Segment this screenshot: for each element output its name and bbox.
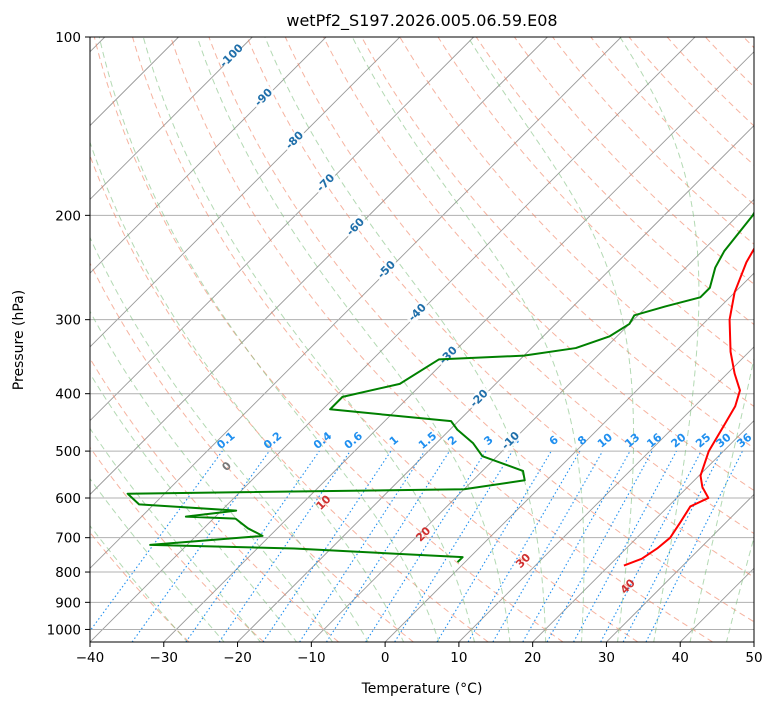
dewpoint-profile-line — [126, 211, 754, 563]
x-tick-label: 40 — [672, 650, 689, 666]
y-tick-label: 500 — [55, 444, 81, 460]
y-tick-label: 200 — [55, 208, 81, 224]
isotherm-label-bg — [373, 256, 399, 283]
y-tick-label: 700 — [55, 531, 81, 547]
mixing-ratio-line — [573, 450, 677, 642]
x-tick-label: −30 — [150, 650, 179, 666]
dry-adiabat — [90, 154, 489, 642]
dry-adiabat — [361, 37, 754, 449]
dry-adiabat — [590, 37, 754, 206]
isotherm-line — [90, 37, 474, 422]
x-tick-label: 10 — [450, 650, 467, 666]
grid-layer — [90, 37, 754, 642]
x-tick-label: 30 — [598, 650, 615, 666]
isotherm-label-bg — [497, 427, 523, 453]
isotherm-label-bg — [342, 213, 368, 240]
series-layer — [126, 211, 754, 567]
dry-adiabat — [132, 37, 639, 642]
mixing-ratio-line — [325, 450, 450, 642]
isotherm-line — [90, 37, 622, 569]
x-tick-label: −20 — [223, 650, 252, 666]
dry-adiabat — [90, 446, 265, 642]
dry-adiabat — [475, 37, 754, 326]
isotherm-label-bg — [404, 299, 430, 325]
isotherm-line — [90, 37, 327, 274]
dry-adiabat — [513, 37, 754, 285]
dry-adiabat — [170, 37, 713, 642]
y-tick-label: 400 — [55, 387, 81, 403]
y-tick-label: 900 — [55, 595, 81, 611]
isotherm-line — [90, 37, 253, 200]
isotherm-label-bg — [250, 84, 276, 110]
y-axis-ticks: 100 200 300 400 500 600 700 800 900 1000 — [47, 30, 90, 638]
x-tick-label: 0 — [381, 650, 390, 666]
moist-adiabat — [142, 37, 475, 642]
y-tick-label: 600 — [55, 491, 81, 507]
temperature-profile-line — [623, 246, 754, 567]
mixing-ratio-line — [467, 450, 581, 642]
moist-adiabat — [90, 427, 262, 642]
mixing-ratio-line — [546, 450, 653, 642]
moist-adiabat — [264, 37, 547, 642]
dry-adiabat — [628, 37, 754, 166]
x-tick-label: 20 — [524, 650, 541, 666]
moist-adiabat — [90, 477, 225, 642]
isotherm-line — [384, 272, 754, 642]
dry-adiabat — [90, 262, 414, 642]
dry-adiabat — [93, 37, 564, 642]
moist-adiabat — [90, 140, 405, 642]
moist-adiabat — [90, 310, 334, 642]
mixing-ratio-line — [218, 450, 351, 642]
x-tick-label: 50 — [745, 650, 762, 666]
mixing-ratio-line — [365, 450, 487, 642]
isotherm-label-bg — [435, 342, 461, 368]
isotherm-line — [237, 124, 754, 642]
mixing-ratio-line — [492, 450, 604, 642]
moist-adiabat — [689, 356, 754, 642]
isotherm-label-bg — [281, 127, 307, 153]
moist-adiabat — [90, 236, 369, 642]
dry-adiabat — [322, 37, 754, 492]
y-tick-label: 100 — [55, 30, 81, 46]
dry-adiabat — [399, 37, 754, 408]
y-tick-label: 300 — [55, 313, 81, 329]
moist-adiabat — [90, 372, 298, 642]
dry-adiabat — [437, 37, 754, 366]
chart-title: wetPf2_S197.2026.005.06.59.E08 — [286, 11, 557, 31]
y-axis-label: Pressure (hPa) — [11, 290, 27, 390]
isotherm-line — [532, 420, 754, 642]
isotherm-label-bg — [218, 42, 244, 69]
x-axis-label: Temperature (°C) — [361, 681, 483, 697]
mixing-ratio-line — [436, 450, 552, 642]
isotherm-line — [458, 346, 754, 642]
moist-adiabat — [619, 37, 700, 642]
x-axis-ticks: −40 −30 −20 −10 0 10 20 30 40 50 — [76, 642, 763, 666]
moist-adiabat — [98, 37, 440, 642]
x-tick-label: −40 — [76, 650, 105, 666]
moist-adiabat — [90, 524, 189, 642]
x-tick-label: −10 — [297, 650, 326, 666]
y-tick-label: 1000 — [47, 622, 81, 638]
mixing-ratio-line — [522, 450, 631, 642]
isotherm-label-bg — [466, 385, 492, 411]
isotherm-line — [606, 493, 754, 642]
isotherm-line — [90, 37, 548, 496]
moist-adiabat — [726, 535, 754, 642]
mixing-ratio-line — [394, 450, 513, 642]
moist-adiabat — [467, 37, 635, 642]
isotherm-line — [163, 51, 754, 642]
y-tick-label: 800 — [55, 565, 81, 581]
plot-frame — [89, 36, 755, 643]
dry-adiabat — [284, 37, 754, 535]
isotherm-label-bg — [312, 169, 339, 196]
